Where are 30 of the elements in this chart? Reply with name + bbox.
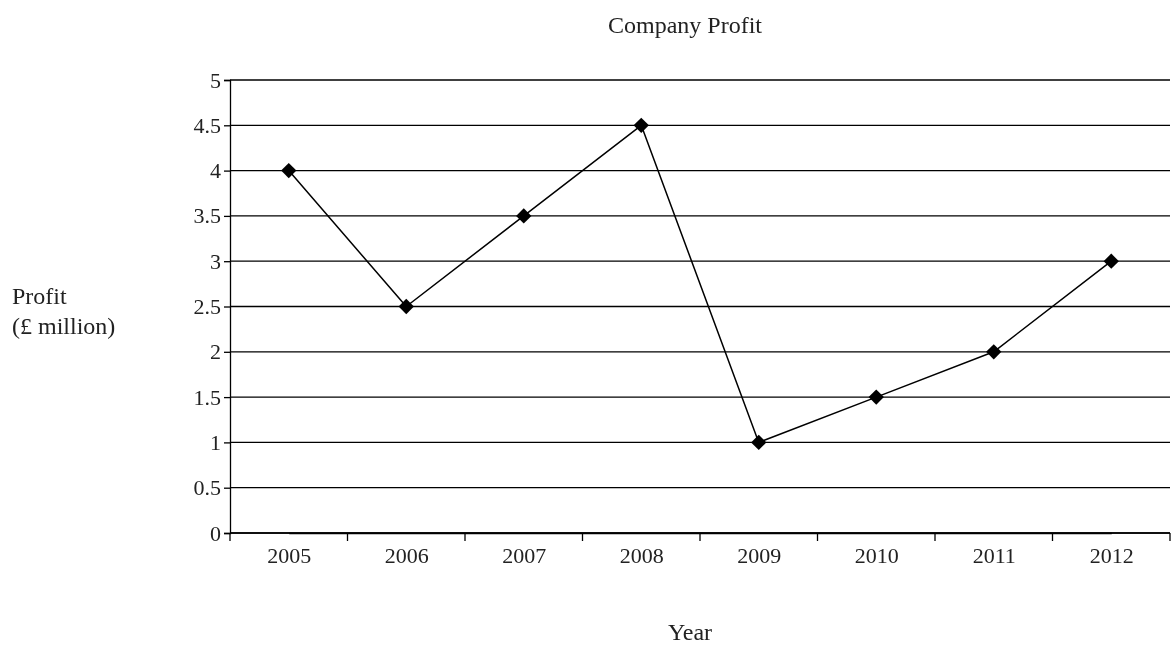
chart-title: Company Profit <box>608 12 763 38</box>
y-tick-label: 0.5 <box>193 475 221 501</box>
y-tick-label: 4.5 <box>193 112 221 138</box>
x-tick-label: 2009 <box>737 542 782 568</box>
y-tick-label: 4 <box>210 158 221 184</box>
x-tick-label: 2011 <box>972 542 1016 568</box>
y-tick-label: 5 <box>210 67 221 93</box>
point <box>1103 253 1119 269</box>
y-tick-label: 3 <box>210 248 221 274</box>
x-axis-title: Year <box>667 619 713 645</box>
x-tick-label: 2008 <box>619 542 664 568</box>
y-axis-title: Profit (£ million) <box>12 283 116 339</box>
x-tick-label: 2005 <box>267 542 312 568</box>
y-tick-label: 3.5 <box>193 203 221 229</box>
point <box>986 344 1002 360</box>
x-tick-label: 2010 <box>854 542 899 568</box>
point <box>516 208 532 224</box>
point <box>751 434 767 451</box>
point <box>398 298 414 315</box>
x-tick-label: 2007 <box>502 542 547 568</box>
y-tick-label: 1 <box>210 429 221 455</box>
y-tick-label: 2 <box>210 339 221 365</box>
point <box>281 162 297 179</box>
y-tick-label: 2.5 <box>193 294 221 320</box>
y-tick-label: 1.5 <box>193 384 221 410</box>
x-tick-label: 2012 <box>1089 542 1134 568</box>
point <box>633 117 649 133</box>
y-tick-label: 0 <box>210 520 221 546</box>
point <box>868 389 884 405</box>
x-tick-label: 2006 <box>384 542 429 568</box>
